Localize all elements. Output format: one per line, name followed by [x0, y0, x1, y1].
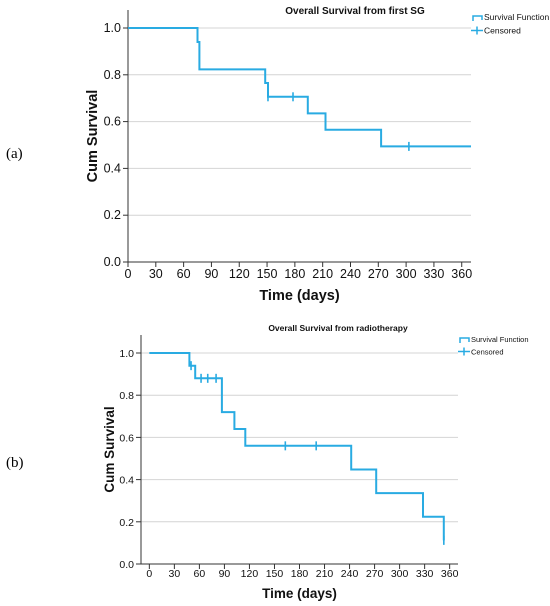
legend-censored-label: Censored	[471, 348, 504, 357]
x-tick-label: 120	[241, 568, 259, 580]
x-tick-label: 360	[441, 568, 459, 580]
x-tick-label: 90	[219, 568, 231, 580]
x-tick-label: 300	[391, 568, 409, 580]
panel-label-a: (a)	[6, 146, 23, 162]
x-tick-label: 0	[146, 568, 152, 580]
y-tick-label: 0.8	[119, 390, 134, 402]
y-tick-label: 0.6	[104, 115, 121, 129]
x-tick-label: 210	[312, 267, 333, 281]
x-tick-label: 270	[366, 568, 384, 580]
y-tick-label: 0.2	[119, 517, 134, 529]
legend-survival-label: Survival Function	[471, 335, 529, 344]
y-tick-label: 0.4	[119, 475, 134, 487]
y-tick-label: 0.6	[119, 432, 134, 444]
x-tick-label: 120	[229, 267, 250, 281]
x-tick-label: 330	[416, 568, 434, 580]
x-tick-label: 240	[341, 568, 359, 580]
chart-title: Overall Survival from first SG	[285, 6, 425, 17]
y-axis-title: Cum Survival	[85, 90, 101, 183]
x-tick-label: 60	[194, 568, 206, 580]
x-tick-label: 30	[169, 568, 181, 580]
x-tick-label: 300	[396, 267, 417, 281]
legend-survival-swatch	[472, 15, 483, 21]
survival-function-line	[149, 352, 445, 541]
y-tick-label: 0.0	[104, 255, 121, 269]
legend-survival-label: Survival Function	[484, 12, 549, 22]
y-tick-label: 0.2	[104, 208, 121, 222]
legend-survival-swatch	[459, 337, 470, 343]
legend-censored-label: Censored	[484, 26, 521, 36]
x-tick-label: 150	[257, 267, 278, 281]
y-tick-label: 1.0	[119, 348, 134, 360]
x-tick-label: 180	[284, 267, 305, 281]
y-tick-label: 1.0	[104, 21, 121, 35]
x-axis-title: Time (days)	[262, 586, 337, 601]
y-tick-label: 0.8	[104, 68, 121, 82]
x-tick-label: 0	[125, 267, 132, 281]
x-tick-label: 270	[368, 267, 389, 281]
x-tick-label: 30	[149, 267, 163, 281]
x-tick-label: 60	[177, 267, 191, 281]
y-tick-label: 0.0	[119, 559, 134, 571]
x-tick-label: 360	[451, 267, 472, 281]
x-tick-label: 240	[340, 267, 361, 281]
panel-label-b: (b)	[6, 455, 24, 471]
x-axis-title: Time (days)	[259, 288, 339, 304]
y-tick-label: 0.4	[104, 161, 121, 175]
x-tick-label: 330	[423, 267, 444, 281]
y-axis-title: Cum Survival	[102, 406, 117, 492]
x-tick-label: 150	[266, 568, 284, 580]
x-tick-label: 180	[291, 568, 309, 580]
chart-title: Overall Survival from radiotherapy	[268, 323, 408, 333]
survival-function-line	[128, 27, 471, 148]
x-tick-label: 90	[204, 267, 218, 281]
x-tick-label: 210	[316, 568, 334, 580]
